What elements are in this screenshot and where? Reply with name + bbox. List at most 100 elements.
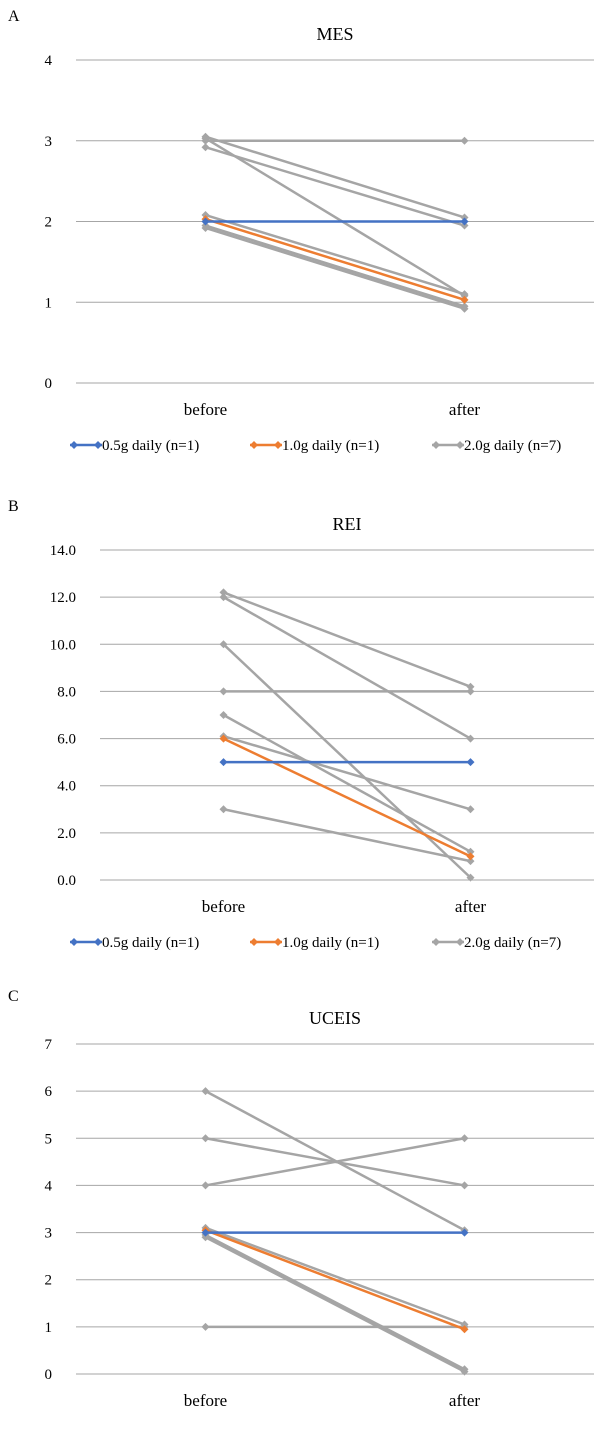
data-point (219, 711, 228, 719)
data-point (460, 1134, 469, 1143)
data-point (201, 217, 210, 226)
y-tick-label: 6 (45, 1084, 53, 1100)
y-tick-label: 14.0 (50, 543, 76, 559)
data-point (219, 588, 228, 597)
legend-label: 0.5g daily (n=1) (102, 438, 199, 454)
data-point (201, 1181, 210, 1190)
data-point (466, 687, 475, 696)
data-point (201, 211, 210, 220)
y-tick-label: 12.0 (50, 590, 76, 606)
series-line (204, 1137, 466, 1187)
y-tick-label: 2.0 (57, 826, 76, 842)
data-point (201, 143, 210, 152)
legend-label: 1.0g daily (n=1) (282, 935, 379, 951)
legend-marker (250, 441, 258, 449)
data-point (466, 847, 475, 856)
series-line (204, 226, 466, 310)
chart-title: MES (316, 24, 353, 44)
panel-letter: A (8, 8, 20, 25)
x-tick-label: before (184, 400, 227, 419)
legend-label: 1.0g daily (n=1) (282, 438, 379, 454)
data-point (460, 213, 469, 222)
data-point (460, 217, 469, 226)
rei-chart: REI 0.0 2.0 4.0 6.0 8.0 10.0 12.0 14.0 before afte… (50, 514, 594, 951)
data-point (460, 1367, 469, 1376)
uceis-chart: UCEIS01234567beforeafter0.5g daily (n=1)… (45, 1008, 594, 1410)
data-point (460, 1325, 469, 1334)
data-point (460, 1228, 469, 1237)
y-tick-label: 0 (45, 1367, 53, 1383)
series-line (204, 1236, 466, 1373)
series-line (204, 224, 466, 308)
x-tick-label: before (202, 897, 245, 916)
data-point (201, 1087, 210, 1096)
legend-marker (456, 441, 464, 449)
legend-marker (70, 938, 78, 946)
legend-marker (432, 441, 440, 449)
x-tick-label: before (184, 1391, 227, 1410)
data-point (466, 852, 475, 861)
data-point (219, 593, 228, 602)
data-point (460, 304, 469, 313)
series-line (204, 145, 466, 227)
chart-title: REI (333, 514, 362, 534)
chart-panel-b: B REI 0.0 2.0 4.0 6.0 8.0 10.0 12.0 14.0 before af… (0, 498, 610, 958)
data-point (466, 682, 475, 691)
data-point (219, 687, 228, 696)
legend-marker (432, 938, 440, 946)
chart-panel-c: C UCEIS01234567beforeafter0.5g daily (n=… (0, 988, 610, 1428)
legend-marker (456, 938, 464, 946)
series-line (204, 217, 466, 302)
data-point (460, 136, 469, 145)
y-tick-label: 4.0 (57, 779, 76, 795)
y-tick-label: 2 (45, 1273, 53, 1289)
y-tick-label: 0 (45, 376, 53, 392)
x-tick-label: after (449, 1391, 480, 1410)
data-point (460, 1181, 469, 1190)
x-tick-label: after (455, 897, 486, 916)
data-point (460, 290, 469, 299)
series-line (204, 1226, 466, 1326)
series-line (204, 1228, 466, 1331)
data-point (219, 805, 228, 814)
y-tick-label: 3 (45, 1226, 53, 1242)
data-point (466, 857, 475, 866)
legend-label: 2.0g daily (n=7) (464, 935, 561, 951)
legend-marker (70, 441, 78, 449)
y-tick-label: 1 (45, 1320, 53, 1336)
x-tick-label: after (449, 400, 480, 419)
legend-marker (94, 441, 102, 449)
data-point (201, 1134, 210, 1143)
data-point (201, 1322, 210, 1331)
series-line (204, 1233, 466, 1371)
series-line (222, 595, 472, 740)
chart-panel-a: A MES 0 1 2 3 4 before after 0.5g daily (n=1) 1.0… (0, 8, 610, 458)
legend-marker (250, 938, 258, 946)
series-line (204, 135, 466, 219)
series-line (222, 808, 472, 863)
data-point (466, 734, 475, 743)
series-line (222, 591, 472, 688)
data-point (219, 758, 228, 767)
legend-label: 0.5g daily (n=1) (102, 935, 199, 951)
legend-marker (274, 441, 282, 449)
data-point (219, 734, 228, 743)
y-tick-label: 2 (45, 215, 53, 231)
series-line (222, 713, 472, 853)
legend-marker (94, 938, 102, 946)
data-point (201, 223, 210, 232)
data-point (466, 873, 475, 882)
series-line (222, 734, 472, 811)
series-line (204, 213, 466, 296)
legend-label: 2.0g daily (n=7) (464, 438, 561, 454)
y-tick-label: 4 (45, 53, 53, 69)
panel-letter: B (8, 498, 19, 515)
legend-marker (274, 938, 282, 946)
data-point (466, 805, 475, 814)
y-tick-label: 6.0 (57, 732, 76, 748)
data-point (460, 295, 469, 304)
y-tick-label: 3 (45, 134, 53, 150)
series-line (204, 137, 466, 298)
y-tick-label: 4 (45, 1178, 53, 1194)
series-line (222, 737, 472, 858)
